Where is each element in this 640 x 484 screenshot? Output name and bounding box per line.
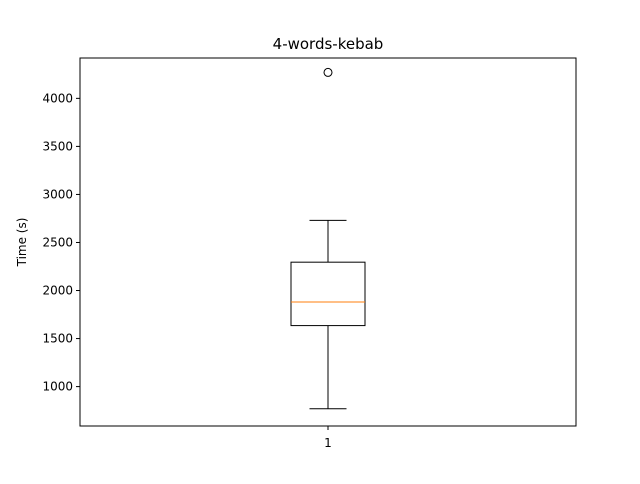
y-axis-label: Time (s) [15, 218, 29, 268]
y-tick-label: 1000 [42, 380, 73, 394]
y-tick-label: 3500 [42, 139, 73, 153]
y-tick-label: 3000 [42, 187, 73, 201]
y-tick-label: 2000 [42, 284, 73, 298]
y-tick-label: 4000 [42, 91, 73, 105]
outlier-point [323, 67, 333, 77]
x-axis-ticks: 1 [324, 426, 332, 450]
box-group [290, 67, 366, 410]
plot-area-frame [79, 57, 577, 427]
interquartile-box [290, 261, 366, 327]
y-tick-label: 2500 [42, 235, 73, 249]
x-tick-label: 1 [324, 436, 332, 450]
chart-title: 4-words-kebab [273, 35, 384, 53]
y-axis-ticks: 1000 1500 2000 2500 3000 3500 4000 [42, 91, 80, 394]
box-series [290, 67, 366, 410]
y-tick-label: 1500 [42, 332, 73, 346]
